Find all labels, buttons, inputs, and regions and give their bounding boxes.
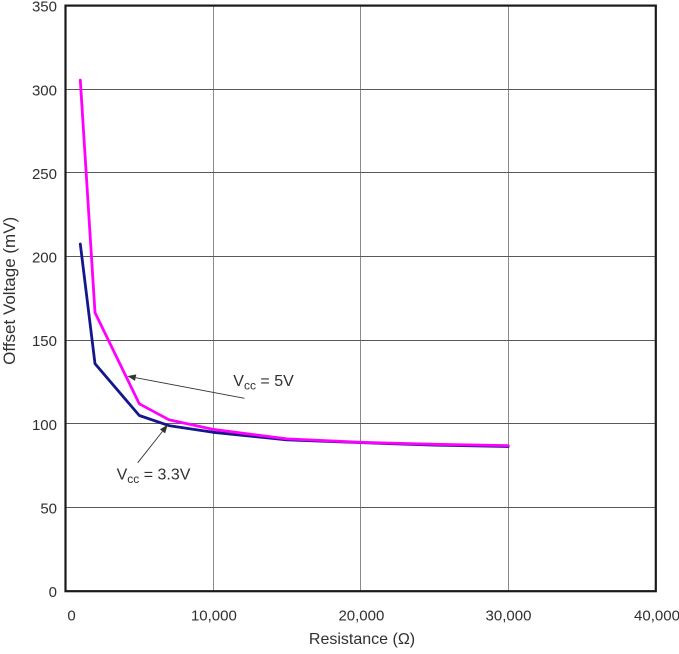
svg-text:20,000: 20,000 <box>338 607 384 624</box>
svg-text:Vcc = 5V: Vcc = 5V <box>233 373 294 393</box>
svg-text:30,000: 30,000 <box>486 607 532 624</box>
svg-text:300: 300 <box>32 82 57 99</box>
svg-text:0: 0 <box>67 607 75 624</box>
svg-text:Resistance (Ω): Resistance (Ω) <box>309 631 415 648</box>
svg-text:40,000: 40,000 <box>634 607 679 624</box>
svg-text:Offset Voltage (mV): Offset Voltage (mV) <box>0 217 19 365</box>
svg-text:250: 250 <box>32 166 57 183</box>
svg-text:150: 150 <box>32 333 57 350</box>
svg-text:10,000: 10,000 <box>191 607 237 624</box>
svg-text:100: 100 <box>32 417 57 434</box>
svg-text:50: 50 <box>40 501 57 518</box>
svg-text:Vcc = 3.3V: Vcc = 3.3V <box>117 466 191 486</box>
svg-text:200: 200 <box>32 250 57 267</box>
svg-text:350: 350 <box>32 0 57 16</box>
svg-text:0: 0 <box>49 584 57 601</box>
